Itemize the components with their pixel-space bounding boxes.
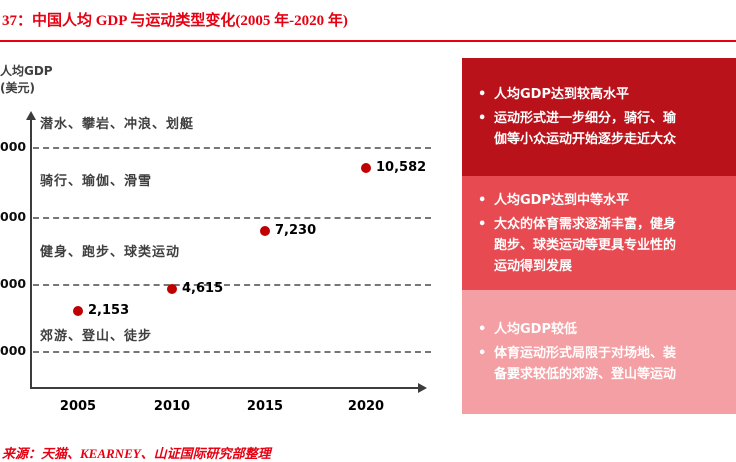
y-axis-title-line1: 人均GDP [0, 64, 53, 78]
data-point-label-2010: 4,615 [182, 281, 224, 296]
y-tick-label-4: 000 [0, 343, 27, 358]
data-point-2005 [73, 306, 83, 316]
title-divider [0, 40, 736, 42]
x-axis-arrow-icon [418, 383, 427, 393]
gridline-1 [33, 147, 431, 149]
annotation-fitness-running-ballgames: 健身、跑步、球类运动 [40, 245, 181, 260]
annotation-cycling-yoga-skiing: 骑行、瑜伽、滑雪 [40, 174, 153, 189]
x-tick-2015: 2015 [246, 399, 284, 414]
bullet-icon: • [478, 192, 487, 208]
data-point-label-2005: 2,153 [88, 303, 130, 318]
y-axis-line [30, 120, 32, 388]
bullet-icon: • [478, 322, 487, 337]
panel-bullet-item: • 人均GDP较低 [478, 319, 724, 340]
x-tick-2005: 2005 [59, 399, 97, 414]
annotation-diving-climbing-surfing: 潜水、攀岩、冲浪、划艇 [40, 117, 195, 132]
source-note: 来源：天猫、KEARNEY、山证国际研究部整理 [2, 446, 271, 461]
panel-bullet-item: • 人均GDP达到较高水平 [478, 84, 724, 105]
data-point-2015 [260, 226, 270, 236]
x-tick-2010: 2010 [153, 399, 191, 414]
data-point-label-2020: 10,582 [376, 160, 427, 175]
y-axis-title-line2: (美元) [0, 81, 35, 95]
y-tick-label-2: 000 [0, 209, 27, 224]
data-point-label-2015: 7,230 [275, 223, 317, 238]
annotation-outing-hiking: 郊游、登山、徒步 [40, 329, 153, 344]
panel-bullet-text: 运动形式进一步细分，骑行、瑜伽等小众运动开始逐步走近大众 [494, 111, 677, 147]
y-tick-label-3: 000 [0, 276, 27, 291]
panel-bullet-item: • 运动形式进一步细分，骑行、瑜伽等小众运动开始逐步走近大众 [478, 108, 724, 150]
bullet-icon: • [478, 87, 487, 102]
panel-bullet-text: 人均GDP达到较高水平 [494, 87, 629, 102]
panel-bullet-item: • 大众的体育需求逐渐丰富，健身跑步、球类运动等更具专业性的运动得到发展 [478, 214, 724, 277]
data-point-2020 [361, 163, 371, 173]
panel-bullet-item: • 体育运动形式局限于对场地、装备要求较低的郊游、登山等运动 [478, 343, 724, 385]
gridline-2 [33, 217, 431, 219]
y-axis-title: 人均GDP (美元) [0, 63, 53, 97]
panel-middle-gdp: • 人均GDP达到中等水平 • 大众的体育需求逐渐丰富，健身跑步、球类运动等更具… [462, 176, 736, 290]
panel-high-gdp: • 人均GDP达到较高水平 • 运动形式进一步细分，骑行、瑜伽等小众运动开始逐步… [462, 58, 736, 176]
bullet-icon: • [478, 216, 487, 232]
panel-bullet-text: 体育运动形式局限于对场地、装备要求较低的郊游、登山等运动 [494, 346, 677, 382]
panel-bullet-text: 人均GDP达到中等水平 [494, 192, 629, 208]
bullet-icon: • [478, 111, 487, 126]
gridline-3 [33, 284, 431, 286]
y-axis-arrow-icon [26, 111, 36, 120]
bullet-icon: • [478, 346, 487, 361]
gridline-4 [33, 351, 431, 353]
y-tick-label-1: 000 [0, 139, 27, 154]
panel-bullet-item: • 人均GDP达到中等水平 [478, 190, 724, 211]
panel-low-gdp: • 人均GDP较低 • 体育运动形式局限于对场地、装备要求较低的郊游、登山等运动 [462, 290, 736, 414]
figure-title: 37：中国人均 GDP 与运动类型变化(2005 年-2020 年) [2, 13, 348, 29]
x-tick-2020: 2020 [347, 399, 385, 414]
panel-bullet-text: 人均GDP较低 [494, 322, 577, 337]
x-axis-line [30, 387, 419, 389]
panel-bullet-text: 大众的体育需求逐渐丰富，健身跑步、球类运动等更具专业性的运动得到发展 [494, 216, 677, 274]
data-point-2010 [167, 284, 177, 294]
